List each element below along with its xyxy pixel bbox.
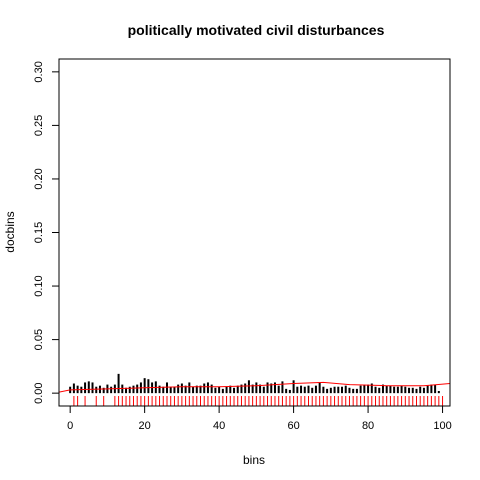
y-tick-label: 0.10 xyxy=(33,275,45,296)
x-tick-label: 60 xyxy=(287,420,299,432)
y-tick-label: 0.20 xyxy=(33,168,45,189)
x-tick-label: 40 xyxy=(213,420,225,432)
chart-title: politically motivated civil disturbances xyxy=(128,22,385,38)
x-axis-label: bins xyxy=(243,453,265,467)
y-axis-label: docbins xyxy=(3,211,17,252)
plot-frame xyxy=(58,58,451,407)
y-tick-label: 0.25 xyxy=(33,115,45,136)
x-tick-label: 80 xyxy=(362,420,374,432)
y-tick-label: 0.15 xyxy=(33,222,45,243)
x-tick-label: 0 xyxy=(67,420,73,432)
y-tick-label: 0.05 xyxy=(33,329,45,350)
density-curve xyxy=(59,381,450,393)
y-tick-label: 0.00 xyxy=(33,382,45,403)
plot-content xyxy=(59,373,450,406)
y-tick-label: 0.30 xyxy=(33,61,45,82)
x-tick-label: 100 xyxy=(433,420,451,432)
x-tick-label: 20 xyxy=(139,420,151,432)
axes: 0 20 40 60 80 100 0.00 0.05 0.10 0.15 0.20 0.25 0.30 xyxy=(33,58,452,432)
plot-area xyxy=(59,373,450,406)
